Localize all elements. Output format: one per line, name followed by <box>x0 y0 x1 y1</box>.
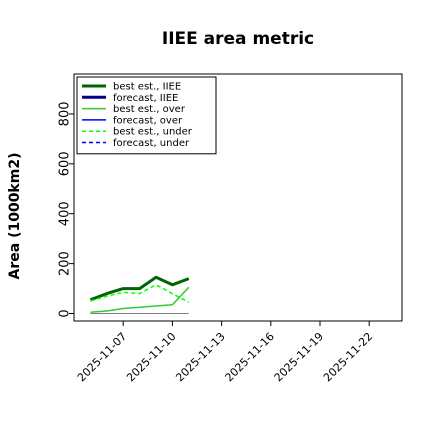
series-line-best-est-under <box>90 284 190 303</box>
y-tick-label: 200 <box>58 251 73 276</box>
legend-box <box>76 76 217 155</box>
x-tick-label: 2025-11-13 <box>173 330 227 384</box>
legend-label: forecast, over <box>113 115 183 126</box>
series-line-best-est-iiee <box>89 275 190 302</box>
legend-label: best est., under <box>113 127 193 138</box>
y-axis-label: Area (1000km2) <box>7 153 23 280</box>
y-tick-label: 0 <box>58 309 73 317</box>
legend-label: best est., over <box>113 104 186 115</box>
x-tick-label: 2025-11-22 <box>321 330 375 384</box>
legend-label: forecast, IIEE <box>113 93 178 104</box>
y-tick-label: 600 <box>58 151 73 176</box>
legend-label: best est., IIEE <box>113 82 181 93</box>
series-line-best-est-over <box>90 286 190 314</box>
series-layer <box>89 275 190 315</box>
legend-label: forecast, under <box>113 138 190 149</box>
plot-frame <box>73 73 403 322</box>
x-tick-label: 2025-11-07 <box>75 330 129 384</box>
y-axis: 0 200 400 600 800 <box>58 102 74 318</box>
y-tick-label: 800 <box>58 102 73 127</box>
x-axis: 2025-11-072025-11-102025-11-132025-11-16… <box>75 321 375 384</box>
x-tick-label: 2025-11-10 <box>124 330 178 384</box>
chart-title: IIEE area metric <box>162 29 314 49</box>
x-tick-label: 2025-11-16 <box>223 330 277 384</box>
y-tick-label: 400 <box>58 201 73 226</box>
x-tick-label: 2025-11-19 <box>272 330 326 384</box>
